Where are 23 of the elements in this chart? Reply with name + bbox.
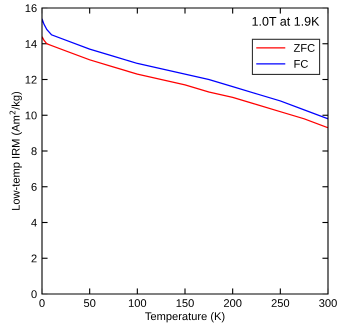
annotation: 1.0T at 1.9K — [252, 16, 320, 26]
y-axis-title: Low-temp IRM (Am$^{2}$/kg) — [10, 92, 22, 210]
legend-label: ZFC — [294, 44, 315, 52]
x-tick-label: 150 — [176, 299, 194, 308]
x-tick-label: 0 — [39, 299, 45, 308]
x-tick-label: 50 — [84, 299, 96, 308]
y-tick-label: 0 — [31, 290, 37, 298]
y-tick-label: 6 — [32, 183, 37, 191]
x-axis-title: Temperature (K) — [145, 312, 224, 322]
y-tick-label: 14 — [26, 40, 37, 48]
y-tick-label: 4 — [31, 218, 37, 227]
x-tick-label: 100 — [128, 299, 146, 308]
line-series — [42, 18, 328, 120]
x-tick-label: 300 — [319, 299, 337, 308]
y-tick-label: 10 — [26, 112, 37, 120]
y-tick-label: 2 — [32, 254, 37, 262]
legend-label: FC — [294, 60, 308, 68]
y-tick-label: 8 — [31, 147, 37, 156]
x-tick-label: 250 — [272, 299, 290, 308]
y-tick-label: 16 — [26, 4, 37, 12]
y-tick-label: 12 — [26, 76, 37, 84]
x-tick-label: 200 — [224, 299, 242, 308]
line-series — [42, 36, 328, 128]
